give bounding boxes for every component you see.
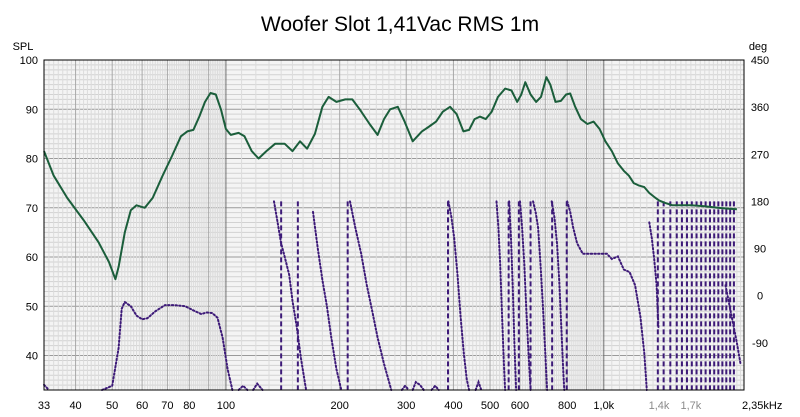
phase-segment: [237, 384, 249, 391]
x-axis: 33 40 50 60 70 80 100 200 300 400 500 600 800 1,0k 1,4…: [38, 400, 782, 412]
x-tick-label: 200: [330, 400, 348, 412]
phase-segment: [273, 200, 308, 391]
right-tick-label: 180: [751, 196, 769, 208]
right-tick-label: 270: [751, 149, 769, 161]
left-axis-unit: SPL: [13, 41, 34, 53]
phase-segment: [519, 200, 532, 391]
phase-segment: [411, 380, 425, 391]
right-tick-label: -90: [752, 338, 768, 350]
phase-segment: [648, 221, 660, 329]
x-tick-label: 500: [481, 400, 499, 412]
x-tick-label: 1,7k: [680, 400, 701, 412]
x-tick-label: 100: [217, 400, 235, 412]
right-tick-label: 90: [754, 244, 766, 256]
left-tick-label: 100: [20, 55, 38, 67]
x-tick-label: 60: [136, 400, 148, 412]
right-tick-label: 360: [751, 102, 769, 114]
x-tick-label: 2,35kHz: [742, 400, 782, 412]
right-tick-label: 450: [751, 55, 769, 67]
left-tick-label: 60: [26, 252, 38, 264]
spl-curve: [43, 76, 737, 281]
phase-segment: [474, 379, 483, 391]
spl-line: [43, 76, 737, 281]
phase-segment: [724, 284, 742, 365]
left-tick-label: 70: [26, 203, 38, 215]
phase-segment: [532, 200, 549, 391]
x-tick-label: 33: [38, 400, 50, 412]
phase-segment: [495, 200, 507, 391]
x-tick-label: 50: [106, 400, 118, 412]
plot-frame: [43, 59, 745, 391]
phase-segment: [312, 210, 343, 391]
phase-segment: [101, 300, 234, 391]
left-axis: 100 90 80 70 60 50 40: [20, 55, 38, 363]
x-tick-label: 1,0k: [593, 400, 614, 412]
x-tick-label: 400: [444, 400, 462, 412]
x-tick-label: 40: [69, 400, 81, 412]
x-tick-label: 70: [161, 400, 173, 412]
left-tick-label: 50: [26, 301, 38, 313]
phase-segment: [550, 200, 566, 391]
left-tick-label: 90: [26, 104, 38, 116]
phase-segment: [400, 384, 410, 391]
phase-segment: [349, 200, 393, 391]
phase-segment: [252, 382, 264, 391]
chart-title: Woofer Slot 1,41Vac RMS 1m: [261, 13, 539, 36]
x-tick-label: 1,4k: [649, 400, 670, 412]
phase-curve: [43, 200, 742, 391]
phase-segment: [447, 200, 471, 391]
x-tick-label: 800: [558, 400, 576, 412]
phase-segment: [508, 200, 518, 391]
phase-segment: [566, 200, 648, 391]
right-axis: 450 360 270 180 90 0 -90: [751, 55, 769, 350]
x-tick-label: 600: [511, 400, 529, 412]
x-tick-label: 80: [183, 400, 195, 412]
left-tick-label: 80: [26, 154, 38, 166]
right-tick-label: 0: [757, 291, 763, 303]
x-tick-label: 300: [397, 400, 415, 412]
left-tick-label: 40: [26, 351, 38, 363]
phase-segment: [43, 383, 50, 391]
right-axis-unit: deg: [749, 41, 767, 53]
phase-segment: [430, 384, 440, 391]
